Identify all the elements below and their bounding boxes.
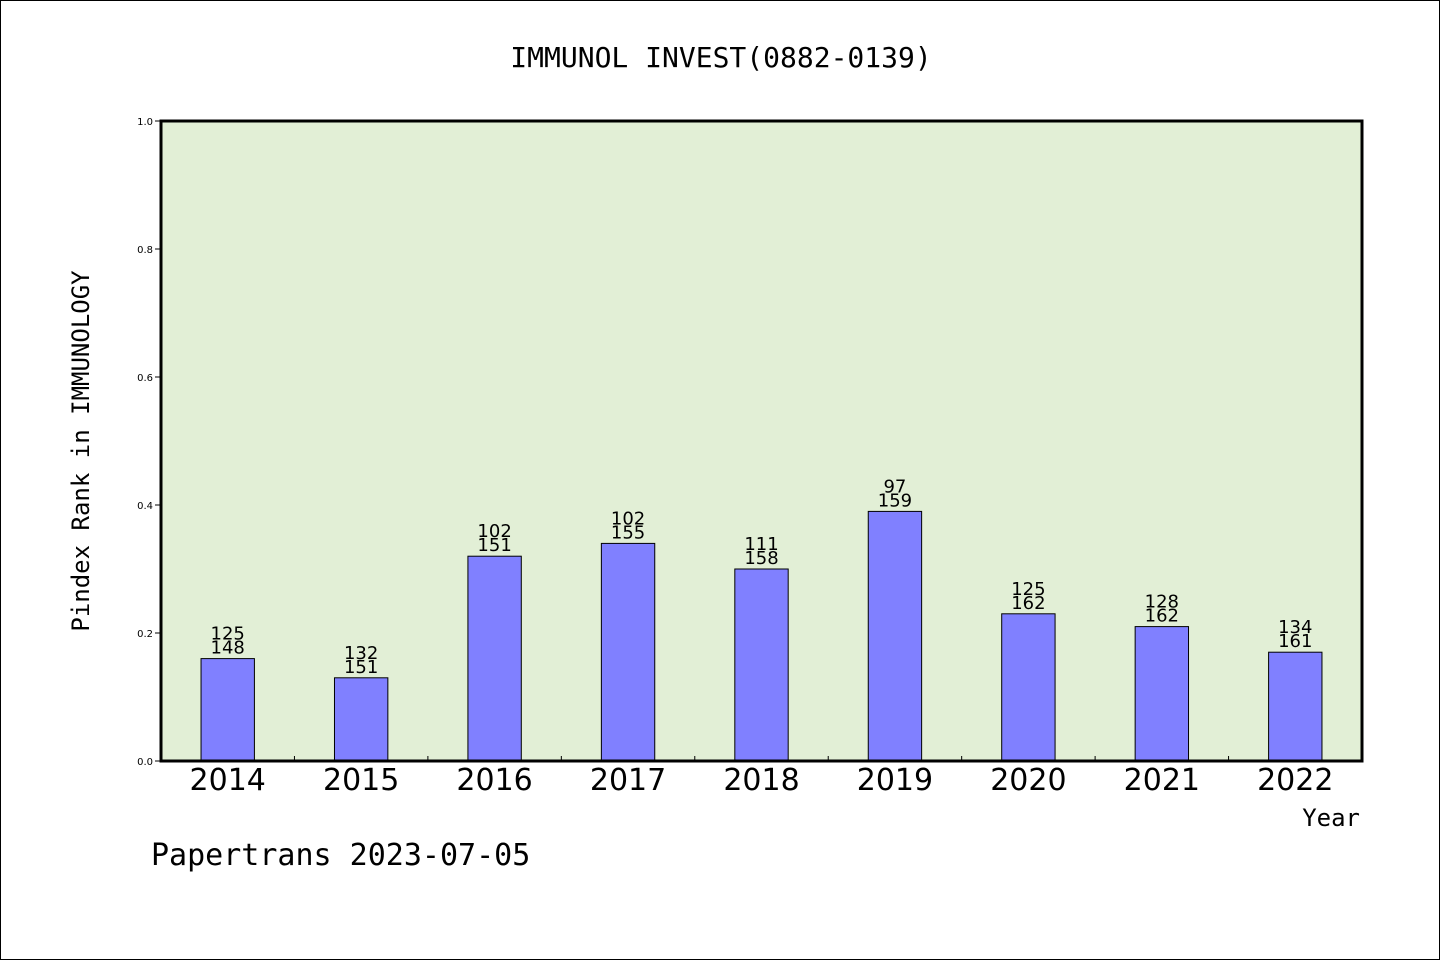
x-tick-label: 2017 xyxy=(590,763,666,798)
chart-title: IMMUNOL INVEST(0882-0139) xyxy=(510,41,931,74)
bar xyxy=(333,677,389,762)
bar xyxy=(200,658,255,762)
bar-label-bottom: 162 xyxy=(1145,606,1179,627)
bar-label-top: 125 xyxy=(211,624,245,645)
y-tick-label: 0.2 xyxy=(137,629,153,640)
bar-label-bottom: 161 xyxy=(1278,631,1312,652)
y-tick-label: 0.6 xyxy=(137,373,153,384)
bar xyxy=(867,510,923,762)
bar-label-top: 102 xyxy=(477,521,511,542)
y-axis-label: Pindex Rank in IMMUNOLOGY xyxy=(67,270,95,632)
bar xyxy=(600,542,656,762)
plot-border xyxy=(159,119,1364,763)
bar-label-top: 125 xyxy=(1011,579,1045,600)
bar-label-bottom: 148 xyxy=(211,638,245,659)
x-tick-label: 2022 xyxy=(1257,763,1333,798)
x-tick-label: 2019 xyxy=(857,763,933,798)
y-tick-label: 0.8 xyxy=(137,245,153,256)
y-axis: 0.0 0.2 0.4 0.6 0.8 1.0 xyxy=(137,117,161,768)
y-tick-label: 1.0 xyxy=(137,117,153,128)
bar-label-top: 132 xyxy=(344,643,378,664)
bar-label-bottom: 158 xyxy=(744,548,778,569)
bar-label-top: 134 xyxy=(1278,617,1312,638)
bar xyxy=(1268,651,1323,762)
y-tick-label: 0.0 xyxy=(137,757,153,768)
x-tick-label: 2016 xyxy=(456,763,532,798)
bar xyxy=(734,568,789,762)
x-tick-label: 2021 xyxy=(1124,763,1200,798)
footer-credit: Papertrans 2023-07-05 xyxy=(151,838,530,873)
bar-label-top: 128 xyxy=(1145,592,1179,613)
x-axis: 2014 2015 2016 2017 2018 2019 2020 2021 2022 xyxy=(190,756,1333,798)
x-tick-label: 2015 xyxy=(323,763,399,798)
bar-label-bottom: 162 xyxy=(1011,593,1045,614)
bar-label-bottom: 159 xyxy=(878,490,912,511)
bar-label-top: 111 xyxy=(744,534,778,555)
bar xyxy=(467,555,522,762)
x-tick-label: 2020 xyxy=(990,763,1066,798)
y-tick-label: 0.4 xyxy=(137,501,153,512)
x-tick-label: 2014 xyxy=(190,763,266,798)
x-axis-label: Year xyxy=(1302,804,1360,832)
bar-label-bottom: 155 xyxy=(611,522,645,543)
bar-label-bottom: 151 xyxy=(477,535,511,556)
bar-label-top: 97 xyxy=(883,476,906,497)
bar-label-top: 102 xyxy=(611,508,645,529)
bar xyxy=(1134,626,1190,762)
x-tick-label: 2018 xyxy=(723,763,799,798)
bar-label-bottom: 151 xyxy=(344,657,378,678)
bar xyxy=(1001,613,1056,762)
